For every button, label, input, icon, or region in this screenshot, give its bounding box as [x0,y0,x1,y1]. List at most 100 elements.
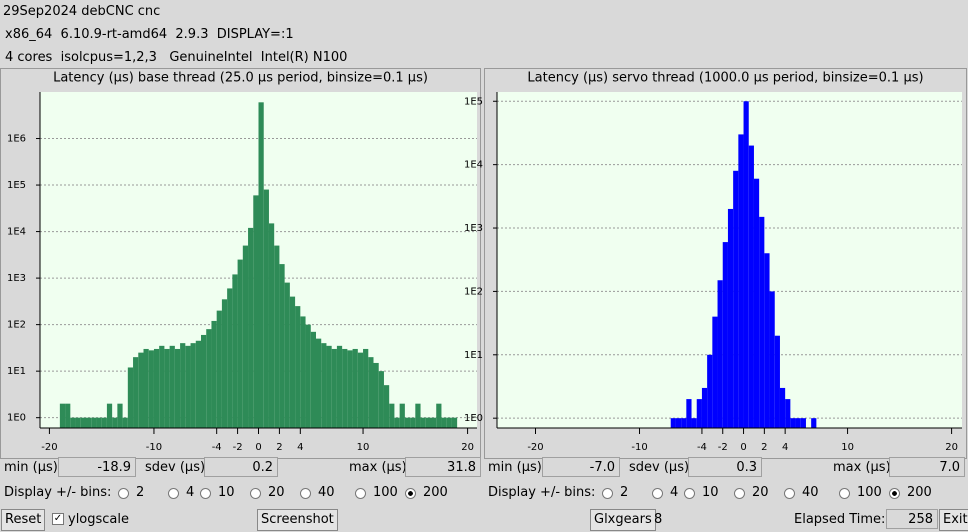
histogram-bar [748,145,754,428]
radio-label[interactable]: 40 [318,485,335,500]
histogram-bar [691,418,697,428]
radio-label[interactable]: 2 [136,485,145,500]
radio-label[interactable]: 2 [620,485,629,500]
histogram-bar [743,101,749,429]
histogram-bar [404,417,411,428]
histogram-bar [159,345,165,428]
histogram-bar [774,335,780,428]
y-tick-label: 1E0 [464,413,483,424]
radio-button[interactable] [355,488,366,499]
histogram-bar [190,343,196,428]
checkbox[interactable]: ✓ [52,513,64,525]
histogram-bar [112,417,118,428]
reset-button[interactable]: Reset [1,509,46,531]
radio-button[interactable] [734,488,745,499]
histogram-bar [206,329,212,428]
radio-button[interactable] [168,488,179,499]
radio-label[interactable]: 100 [373,485,398,500]
histogram-bar [227,288,233,428]
elapsed-label: Elapsed Time: [794,512,886,527]
histogram-bar [101,417,107,428]
histogram-bar [399,403,405,428]
radio-button[interactable] [602,488,613,499]
x-tick-label: 20 [461,442,474,453]
histogram-bar [180,343,186,428]
min-value: -7.0 [542,457,620,477]
radio-label[interactable]: 100 [857,485,882,500]
checkbox-label[interactable]: ylogscale [68,512,130,527]
x-tick-label: 20 [945,442,958,453]
histogram-bar [357,352,364,428]
histogram-bar [707,354,713,428]
y-tick-label: 1E2 [7,320,26,331]
histogram-bar [148,350,154,428]
radio-button[interactable] [118,488,129,499]
radio-label[interactable]: 20 [268,485,285,500]
radio-button[interactable] [839,488,850,499]
histogram-bar [195,340,201,428]
screenshot-button[interactable]: Screenshot [257,509,338,531]
histogram-bar [363,348,369,428]
y-tick-label: 1E3 [464,223,483,234]
histogram-bar [138,352,144,428]
y-tick-label: 1E1 [464,350,483,361]
y-tick-label: 1E4 [7,227,26,238]
radio-button[interactable] [784,488,795,499]
radio-button[interactable] [405,488,416,499]
histogram-bar [352,348,358,428]
histogram-bar [759,216,765,428]
histogram-bar [670,418,676,428]
chart-title: Latency (µs) servo thread (1000.0 µs per… [527,71,923,86]
histogram-bar [65,403,71,428]
histogram-bar [143,348,149,428]
histogram-bar [733,170,739,428]
radio-label[interactable]: 40 [802,485,819,500]
max-value: 31.8 [405,457,481,477]
x-tick-label: -4 [212,442,222,453]
glxgears-button[interactable]: Glxgears [590,509,656,531]
header-line: 4 cores isolcpus=1,2,3 GenuineIntel Inte… [5,50,348,65]
y-tick-label: 1E2 [464,286,483,297]
radio-button[interactable] [250,488,261,499]
display-label: Display +/- bins: [4,485,112,500]
radio-button[interactable] [300,488,311,499]
radio-button[interactable] [652,488,663,499]
histogram-bar [378,371,384,428]
radio-button[interactable] [889,488,900,499]
histogram-bar [368,357,374,428]
exit-button[interactable]: Exit [939,509,968,531]
histogram-bar [289,296,296,428]
sdev-label: sdev (µs) [145,460,206,475]
radio-label[interactable]: 20 [752,485,769,500]
radio-label[interactable]: 10 [218,485,235,500]
histogram-bar [441,417,447,428]
y-tick-label: 1E5 [464,96,483,107]
max-label: max (µs) [349,460,407,475]
x-tick-label: -4 [697,442,707,453]
radio-label[interactable]: 4 [186,485,195,500]
histogram-bar [70,417,76,428]
radio-button[interactable] [684,488,695,499]
histogram-bar [211,320,217,428]
radio-label[interactable]: 200 [423,485,448,500]
header-line: 29Sep2024 debCNC cnc [3,4,161,19]
min-label: min (µs) [488,460,542,475]
radio-label[interactable]: 200 [907,485,932,500]
histogram-bar [185,345,191,428]
histogram-bar [785,399,791,428]
x-tick-label: -2 [718,442,728,453]
histogram-bar [795,418,801,428]
histogram-bar [790,418,796,428]
histogram-bar [295,306,301,428]
radio-label[interactable]: 10 [702,485,719,500]
histogram-bar [436,403,442,428]
histogram-bar [164,348,170,428]
radio-button[interactable] [200,488,211,499]
radio-label[interactable]: 4 [670,485,679,500]
histogram-bar [106,403,113,428]
x-tick-label: 4 [782,442,788,453]
histogram-bar [675,418,682,428]
header-line: x86_64 6.10.9-rt-amd64 2.9.3 DISPLAY=:1 [5,27,294,42]
histogram-bar [305,324,311,428]
